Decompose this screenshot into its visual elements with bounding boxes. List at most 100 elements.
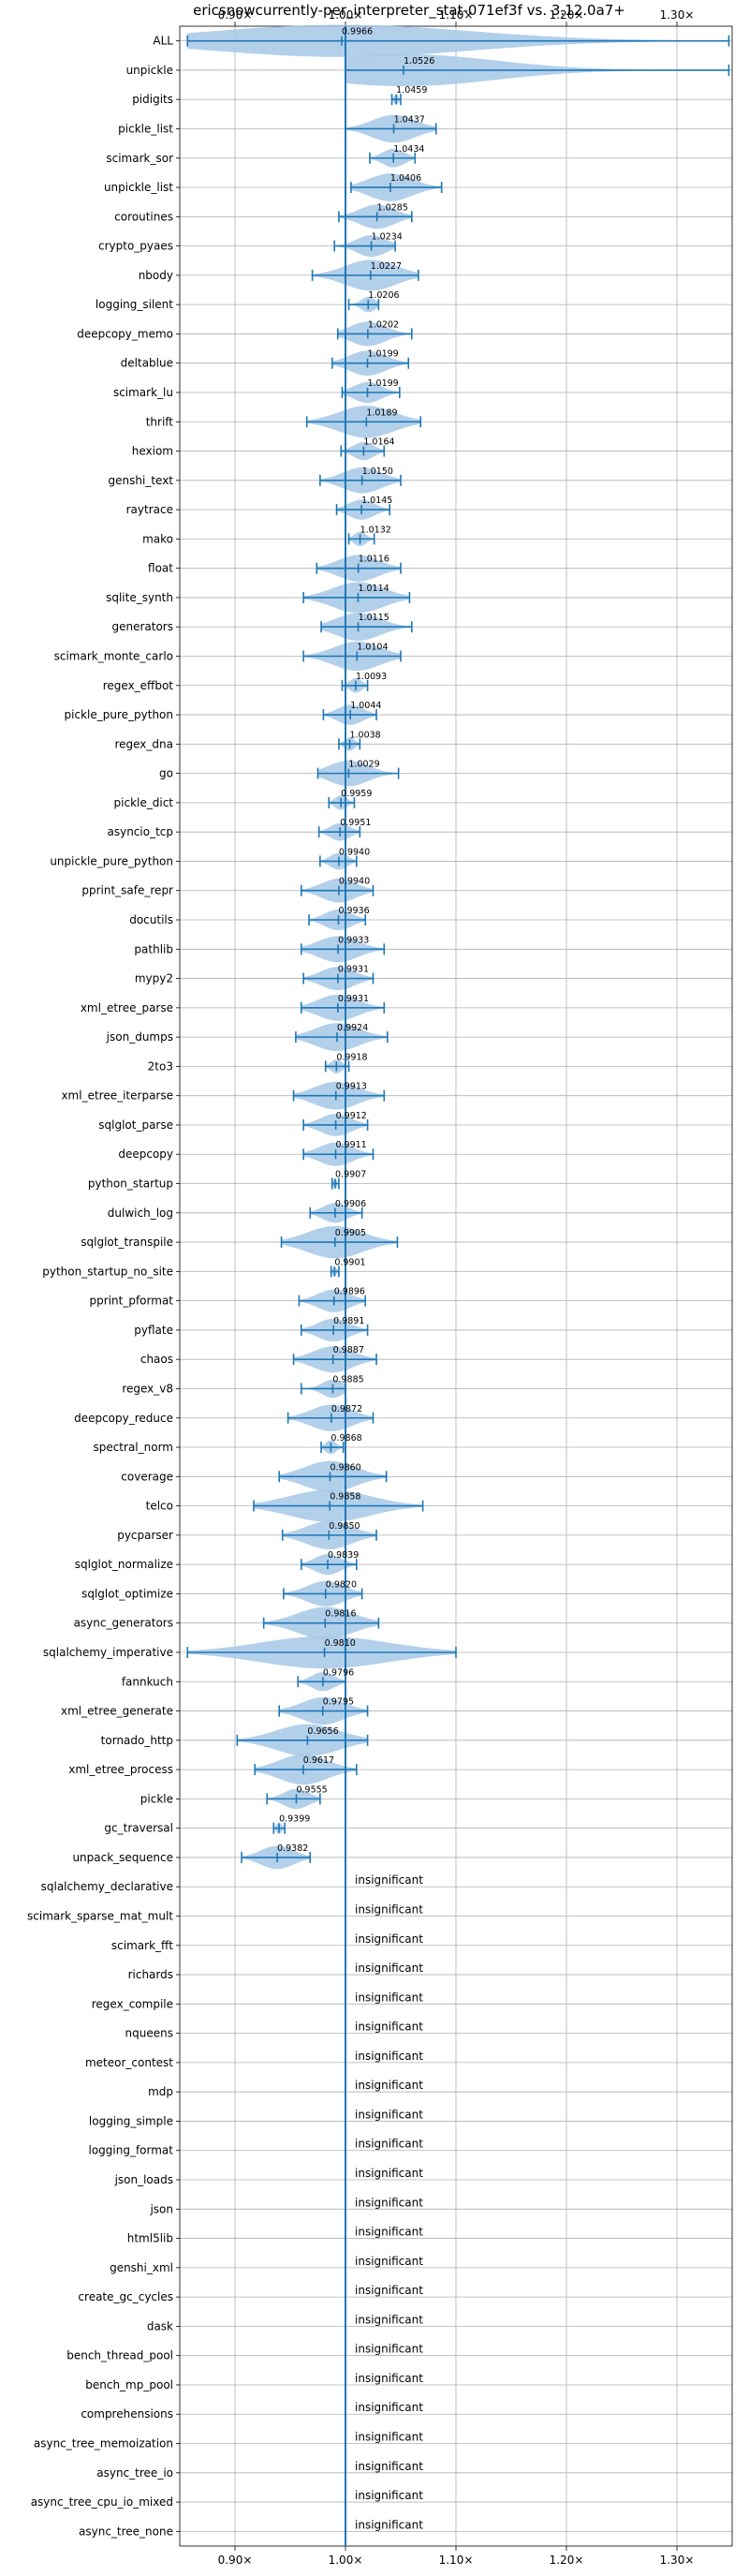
value-label: 0.9936 xyxy=(338,906,369,916)
value-label: 1.0132 xyxy=(360,525,391,535)
category-label: fannkuch xyxy=(122,1675,173,1688)
category-label: sqlglot_transpile xyxy=(81,1236,173,1249)
category-label: deepcopy_memo xyxy=(77,327,173,340)
category-label: deltablue xyxy=(121,357,173,370)
category-label: json_dumps xyxy=(106,1030,173,1044)
violins xyxy=(186,24,730,1870)
category-label: coverage xyxy=(121,1470,173,1483)
value-label: 0.9905 xyxy=(335,1228,366,1238)
tick-label-top: 1.20× xyxy=(550,8,584,22)
category-label: unpickle xyxy=(126,64,173,77)
insignificant-label: insignificant xyxy=(355,2372,423,2385)
category-label: sqlglot_normalize xyxy=(75,1558,173,1571)
category-label: genshi_xml xyxy=(110,2261,173,2274)
insignificant-label: insignificant xyxy=(355,2518,423,2531)
category-label: scimark_sparse_mat_mult xyxy=(27,1910,173,1923)
category-label: go xyxy=(159,767,173,780)
value-label: 0.9885 xyxy=(332,1374,363,1384)
category-label: pycparser xyxy=(117,1529,173,1542)
insignificant-label: insignificant xyxy=(355,2343,423,2356)
value-label: 1.0189 xyxy=(366,407,397,418)
value-label: 1.0234 xyxy=(372,232,403,243)
category-label: meteor_contest xyxy=(85,2056,173,2069)
category-label: chaos xyxy=(140,1353,173,1366)
category-label: bench_mp_pool xyxy=(85,2378,173,2391)
value-label: 1.0434 xyxy=(393,144,424,155)
value-label: 0.9795 xyxy=(323,1697,354,1708)
value-label: 1.0115 xyxy=(359,613,389,623)
value-label: 0.9918 xyxy=(336,1052,367,1062)
value-label: 1.0199 xyxy=(367,349,398,360)
category-label: async_tree_io xyxy=(96,2466,173,2480)
category-label: raytrace xyxy=(126,503,173,516)
category-label: genshi_text xyxy=(109,474,174,487)
category-label: xml_etree_iterparse xyxy=(61,1089,173,1103)
value-label: 1.0093 xyxy=(356,672,387,682)
value-label: 1.0526 xyxy=(404,56,434,67)
category-label: logging_format xyxy=(88,2144,173,2157)
category-label: float xyxy=(148,562,173,575)
value-label: 1.0029 xyxy=(348,760,379,770)
tick-label-top: 1.10× xyxy=(439,8,474,22)
insignificant-label: insignificant xyxy=(355,2284,423,2297)
insignificant-label: insignificant xyxy=(355,2138,423,2151)
category-label: pickle_pure_python xyxy=(65,708,173,721)
insignificant-label: insignificant xyxy=(355,2108,423,2121)
value-label: 0.9966 xyxy=(342,27,373,37)
category-label: dask xyxy=(147,2319,173,2332)
value-label: 1.0227 xyxy=(371,261,402,272)
insignificant-label: insignificant xyxy=(355,2079,423,2092)
category-label: mako xyxy=(142,532,173,545)
category-label: nbody xyxy=(139,269,173,282)
value-label: 0.9858 xyxy=(330,1492,360,1503)
value-label: 0.9901 xyxy=(334,1257,365,1267)
value-label: 0.9906 xyxy=(335,1199,366,1209)
category-label: scimark_monte_carlo xyxy=(54,650,173,663)
category-label: async_tree_none xyxy=(79,2524,173,2538)
value-label: 1.0206 xyxy=(368,290,399,301)
value-label: 0.9820 xyxy=(326,1579,357,1590)
category-label: sqlalchemy_imperative xyxy=(43,1646,173,1659)
category-label: tornado_http xyxy=(101,1734,173,1747)
value-label: 1.0164 xyxy=(363,437,394,448)
value-label: 0.9959 xyxy=(341,789,372,799)
grid-lines xyxy=(180,26,732,2546)
category-label: sqlglot_optimize xyxy=(81,1587,173,1600)
category-label: ALL xyxy=(153,35,173,48)
category-label: crypto_pyaes xyxy=(98,240,173,253)
category-label: deepcopy_reduce xyxy=(74,1412,173,1425)
category-label: logging_simple xyxy=(89,2114,173,2127)
insignificant-label: insignificant xyxy=(355,2489,423,2502)
category-label: regex_dna xyxy=(114,737,173,750)
category-label: json_loads xyxy=(114,2173,173,2186)
category-label: regex_v8 xyxy=(122,1382,173,1395)
category-label: thrift xyxy=(146,415,174,428)
category-label: pprint_pformat xyxy=(90,1295,174,1308)
value-label: 1.0116 xyxy=(359,555,389,565)
value-label: 0.9810 xyxy=(325,1638,356,1649)
tick-label-top: 1.00× xyxy=(329,8,363,22)
category-label: logging_silent xyxy=(95,298,173,311)
category-label: bench_thread_pool xyxy=(66,2349,173,2362)
insignificant-label: insignificant xyxy=(355,2196,423,2209)
tick-label-bottom: 1.20× xyxy=(550,2554,584,2567)
tick-label-bottom: 1.00× xyxy=(329,2554,363,2567)
x-axis-top: 0.90× 1.00× 1.10× 1.20× 1.30× xyxy=(218,8,694,26)
value-label: 0.9912 xyxy=(336,1111,367,1121)
category-label: docutils xyxy=(129,913,173,926)
value-label: 0.9860 xyxy=(330,1462,360,1473)
category-label: sqlalchemy_declarative xyxy=(41,1880,173,1893)
insignificant-label: insignificant xyxy=(355,1991,423,2004)
category-label: pyflate xyxy=(134,1324,173,1337)
category-label: deepcopy xyxy=(118,1147,173,1161)
insignificant-label: insignificant xyxy=(355,2401,423,2414)
value-label: 1.0104 xyxy=(357,643,388,653)
value-label: 0.9896 xyxy=(334,1287,365,1297)
tick-label-bottom: 0.90× xyxy=(218,2554,253,2567)
value-label: 1.0437 xyxy=(394,114,425,125)
value-label: 0.9555 xyxy=(296,1784,327,1795)
tick-label-bottom: 1.30× xyxy=(660,2554,695,2567)
value-label: 0.9872 xyxy=(331,1404,362,1414)
category-label: async_generators xyxy=(74,1617,173,1630)
